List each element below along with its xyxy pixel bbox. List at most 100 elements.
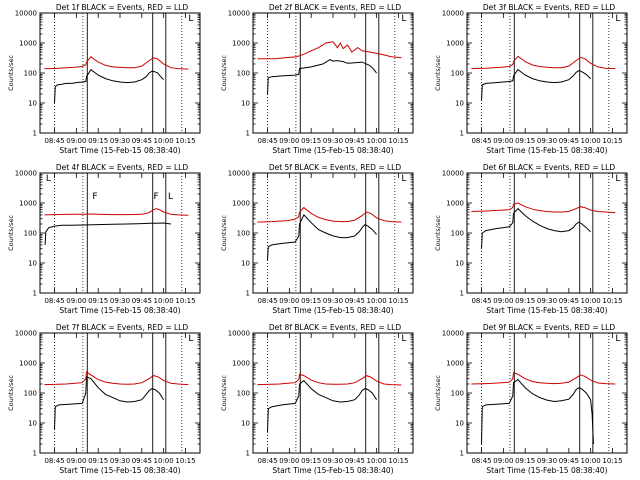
y-tick-label: 10000	[442, 170, 464, 178]
x-tick-label: 09:15	[515, 297, 535, 305]
x-tick-label: 10:15	[175, 137, 195, 145]
plot-frame	[252, 12, 414, 134]
y-axis-label: Counts/sec	[434, 55, 442, 91]
y-axis-label: Counts/sec	[7, 55, 15, 91]
y-tick-label: 1000	[232, 200, 250, 208]
x-tick-label: 09:00	[279, 457, 299, 465]
series-red	[257, 373, 402, 386]
marker-label: L	[401, 14, 406, 24]
x-tick-label: 09:15	[515, 137, 535, 145]
series-black	[481, 378, 594, 445]
x-tick-label: 09:30	[537, 297, 557, 305]
x-tick-label: 08:45	[257, 457, 277, 465]
x-axis-label: Start Time (15-Feb-15 08:38:40)	[486, 306, 607, 315]
x-tick-label: 09:30	[537, 137, 557, 145]
chart-panel-5: 1 10 100 1000 10000 08:45 09:00 09:15 09:30 09:45…	[220, 163, 414, 315]
x-tick-label: 09:15	[301, 457, 321, 465]
y-tick-label: 10	[28, 100, 37, 108]
marker-label: L	[168, 192, 173, 202]
y-axis-label: Counts/sec	[220, 215, 228, 251]
y-tick-label: 1000	[19, 360, 37, 368]
x-tick-label: 09:00	[493, 297, 513, 305]
x-tick-label: 10:15	[388, 297, 408, 305]
y-tick-label: 1	[460, 290, 464, 298]
y-tick-label: 1000	[19, 200, 37, 208]
chart-panel-1: 1 10 100 1000 10000 08:45 09:00 09:15 09:30 09:45…	[7, 3, 201, 155]
y-tick-label: 10000	[442, 330, 464, 338]
series-black	[481, 68, 591, 101]
chart-title: Det 8f BLACK = Events, RED = LLD	[269, 323, 402, 332]
marker-label: L	[188, 334, 193, 344]
y-tick-label: 10000	[15, 10, 37, 18]
marker-label: L	[46, 174, 51, 184]
y-tick-label: 1000	[446, 200, 464, 208]
x-tick-label: 10:15	[388, 137, 408, 145]
x-tick-label: 09:30	[110, 137, 130, 145]
x-axis-label: Start Time (15-Feb-15 08:38:40)	[272, 146, 393, 155]
y-tick-label: 1000	[19, 40, 37, 48]
x-tick-label: 10:15	[175, 297, 195, 305]
x-axis-label: Start Time (15-Feb-15 08:38:40)	[272, 306, 393, 315]
y-tick-label: 100	[24, 70, 37, 78]
x-tick-label: 09:00	[66, 137, 86, 145]
y-tick-label: 100	[237, 230, 250, 238]
chart-panel-3: 1 10 100 1000 10000 08:45 09:00 09:15 09:30 09:45…	[434, 3, 628, 155]
x-tick-label: 09:15	[88, 297, 108, 305]
y-tick-label: 1	[33, 450, 37, 458]
y-axis-label: Counts/sec	[220, 55, 228, 91]
x-tick-label: 10:15	[175, 457, 195, 465]
x-tick-label: 10:00	[367, 137, 387, 145]
chart-title: Det 1f BLACK = Events, RED = LLD	[56, 3, 189, 12]
x-tick-label: 09:30	[323, 457, 343, 465]
y-axis-label: Counts/sec	[7, 375, 15, 411]
x-tick-label: 09:00	[279, 297, 299, 305]
series-black	[481, 207, 591, 249]
y-tick-label: 10	[455, 260, 464, 268]
x-tick-label: 10:00	[154, 457, 174, 465]
plot-frame	[252, 172, 414, 294]
plot-frame	[39, 12, 201, 134]
y-tick-label: 100	[451, 390, 464, 398]
marker-label: L	[615, 334, 620, 344]
y-tick-label: 1000	[446, 360, 464, 368]
y-tick-label: 100	[24, 390, 37, 398]
y-tick-label: 10	[455, 420, 464, 428]
y-tick-label: 1000	[446, 40, 464, 48]
plot-frame	[39, 172, 201, 294]
x-tick-label: 09:15	[88, 137, 108, 145]
x-tick-label: 09:45	[559, 137, 579, 145]
x-tick-label: 08:45	[471, 457, 491, 465]
y-axis-label: Counts/sec	[7, 215, 15, 251]
y-tick-label: 10	[28, 260, 37, 268]
x-tick-label: 08:45	[471, 137, 491, 145]
plot-frame	[466, 172, 628, 294]
marker-label: L	[615, 14, 620, 24]
x-tick-label: 08:45	[44, 457, 64, 465]
x-axis-label: Start Time (15-Feb-15 08:38:40)	[272, 466, 393, 475]
marker-label: L	[615, 174, 620, 184]
chart-panel-8: 1 10 100 1000 10000 08:45 09:00 09:15 09:30 09:45…	[220, 323, 414, 475]
y-tick-label: 100	[237, 390, 250, 398]
x-tick-label: 10:00	[581, 297, 601, 305]
x-tick-label: 10:00	[367, 297, 387, 305]
y-tick-label: 1000	[232, 360, 250, 368]
y-tick-label: 1000	[232, 40, 250, 48]
plot-frame	[466, 12, 628, 134]
x-tick-label: 09:45	[559, 457, 579, 465]
chart-title: Det 2f BLACK = Events, RED = LLD	[269, 3, 402, 12]
chart-panel-4: 1 10 100 1000 10000 08:45 09:00 09:15 09:30 09:45…	[7, 163, 201, 315]
y-tick-label: 10000	[15, 170, 37, 178]
y-tick-label: 1	[246, 450, 250, 458]
chart-panel-7: 1 10 100 1000 10000 08:45 09:00 09:15 09:30 09:45…	[7, 323, 201, 475]
x-tick-label: 09:45	[132, 137, 152, 145]
x-axis-label: Start Time (15-Feb-15 08:38:40)	[59, 466, 180, 475]
y-tick-label: 1	[33, 290, 37, 298]
chart-title: Det 6f BLACK = Events, RED = LLD	[483, 163, 616, 172]
x-tick-label: 10:15	[602, 137, 622, 145]
series-red	[44, 56, 189, 70]
x-tick-label: 09:00	[493, 457, 513, 465]
series-red	[257, 206, 402, 223]
y-tick-label: 10	[241, 420, 250, 428]
y-tick-label: 1	[246, 130, 250, 138]
plot-frame	[39, 332, 201, 454]
